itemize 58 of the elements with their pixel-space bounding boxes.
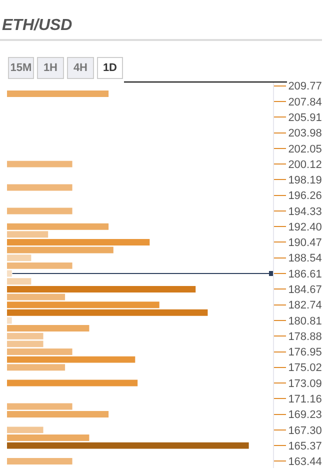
- bar: [7, 238, 150, 246]
- y-tick-label: 176.95: [288, 346, 322, 359]
- y-tick-label: 188.54: [288, 252, 322, 265]
- y-tick-label: 203.98: [288, 128, 322, 140]
- y-tick-label: 205.91: [288, 112, 322, 124]
- bar: [7, 458, 72, 464]
- y-tick-label: 184.67: [288, 284, 322, 296]
- text: 4H: [73, 62, 88, 74]
- y-tick-label: 209.77: [288, 80, 322, 93]
- bar: [7, 442, 249, 449]
- y-tick-label: 182.74: [288, 300, 322, 312]
- y-tick-label: 200.12: [288, 158, 322, 171]
- bar: [7, 246, 114, 254]
- bar: [7, 356, 136, 363]
- bar: [7, 254, 32, 262]
- y-tick-label: 198.19: [288, 174, 322, 187]
- y-tick-label: 165.37: [288, 440, 322, 452]
- bar: [7, 294, 66, 300]
- y-tick-label: 171.16: [288, 394, 322, 406]
- bar: [7, 403, 72, 410]
- bar: [7, 231, 48, 238]
- y-tick-label: 167.30: [288, 424, 322, 437]
- bar: [7, 302, 160, 308]
- y-tick-label: 207.84: [288, 96, 322, 108]
- bar: [7, 286, 196, 292]
- bar: [7, 317, 12, 324]
- y-tick-label: 175.02: [288, 362, 322, 374]
- chart-title: ETH/USD: [2, 17, 73, 34]
- bar: [7, 309, 208, 316]
- y-tick-label: 180.81: [288, 315, 322, 328]
- y-tick-label: 186.61: [288, 268, 322, 280]
- bar: [7, 434, 90, 441]
- y-tick-label: 196.26: [288, 190, 322, 202]
- bar: [7, 411, 109, 418]
- bar: [7, 364, 66, 371]
- y-tick-label: 169.23: [288, 409, 322, 422]
- text: 1D: [102, 62, 118, 74]
- bar: [7, 184, 72, 191]
- bar: [7, 426, 44, 434]
- bar: [7, 262, 72, 269]
- y-tick-label: 163.44: [288, 456, 322, 468]
- bar: [7, 208, 72, 214]
- y-tick-label: 190.47: [288, 237, 322, 250]
- y-tick-label: 192.40: [288, 221, 322, 234]
- text: 15M: [10, 62, 32, 74]
- bar: [7, 348, 72, 355]
- bar: [7, 278, 32, 285]
- y-tick-label: 194.33: [288, 206, 322, 218]
- y-tick-label: 202.05: [288, 143, 322, 156]
- text: 1H: [43, 62, 58, 74]
- y-tick-label: 178.88: [288, 330, 322, 343]
- bar: [7, 380, 138, 386]
- bar: [7, 160, 72, 168]
- bar: [7, 325, 90, 332]
- y-tick-label: 173.09: [288, 378, 322, 390]
- bar: [7, 223, 109, 230]
- bar: [7, 90, 109, 97]
- bar: [7, 270, 12, 277]
